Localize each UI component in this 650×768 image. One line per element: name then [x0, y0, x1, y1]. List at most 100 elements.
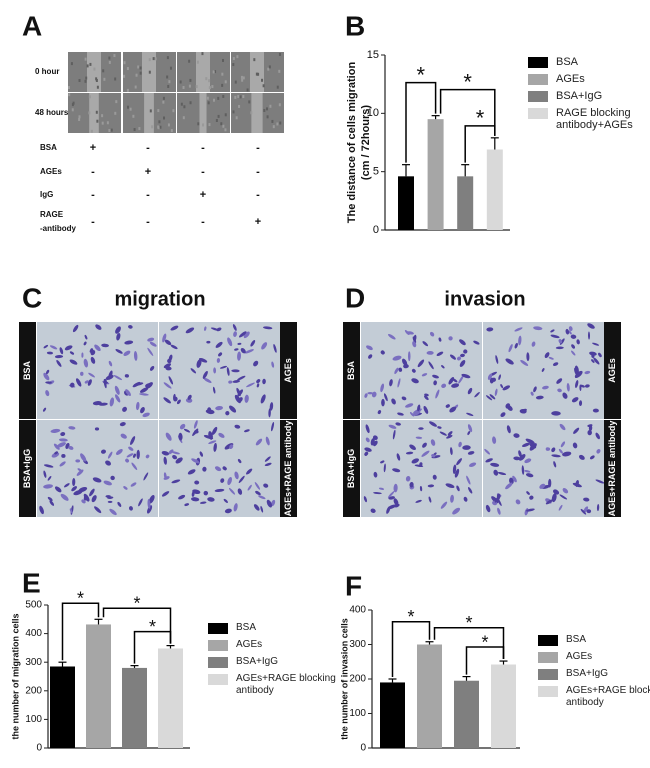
cell: [164, 339, 172, 346]
texture: [189, 101, 192, 105]
cell: [258, 495, 266, 500]
cell: [105, 460, 111, 466]
cell: [526, 508, 535, 512]
texture: [182, 116, 185, 120]
cell: [487, 373, 493, 380]
texture: [197, 122, 200, 126]
texture: [71, 108, 74, 112]
cell: [413, 334, 417, 342]
cell: [69, 359, 78, 365]
texture: [238, 104, 241, 108]
cell: [125, 458, 130, 463]
texture: [154, 57, 157, 61]
cell: [148, 494, 155, 504]
cell: [445, 483, 455, 489]
cell: [183, 428, 191, 433]
cell: [43, 372, 50, 381]
cell: [238, 475, 245, 484]
cell: [440, 501, 448, 509]
scratch-image: [123, 52, 176, 92]
texture: [266, 115, 269, 119]
cell: [548, 478, 552, 488]
cell: [216, 357, 221, 363]
texture: [241, 78, 244, 82]
texture: [221, 72, 224, 76]
texture: [269, 104, 272, 108]
texture: [188, 59, 191, 63]
cell: [107, 451, 113, 459]
texture: [221, 83, 224, 87]
bar: [486, 149, 503, 230]
cell: [101, 343, 109, 348]
cell: [192, 489, 201, 495]
cell: [68, 445, 74, 450]
cell: [163, 472, 167, 480]
cell: [173, 393, 176, 401]
cell: [439, 431, 447, 436]
side-label: BSA: [346, 361, 356, 381]
microscopy-image: [159, 420, 280, 517]
microscopy-image: [159, 322, 280, 419]
scratch-image: [123, 93, 176, 133]
texture: [206, 96, 209, 100]
cell: [43, 344, 49, 349]
texture: [248, 100, 251, 104]
texture: [126, 105, 129, 109]
cell: [89, 488, 95, 497]
cell: [56, 360, 62, 367]
cell: [105, 374, 114, 380]
cell: [403, 364, 409, 369]
legend-item: BSA+IgG: [528, 90, 650, 102]
cell: [170, 344, 178, 350]
cell: [392, 355, 402, 361]
texture: [114, 77, 117, 81]
cell: [365, 437, 370, 443]
legend-item: BSA: [538, 634, 650, 646]
cell: [580, 384, 585, 388]
cell: [114, 394, 121, 403]
texture: [201, 52, 204, 56]
cell: [191, 458, 200, 464]
cell: [572, 442, 578, 449]
cell: [508, 344, 513, 353]
cell: [87, 379, 92, 386]
cell: [429, 331, 435, 337]
scratch-image: [231, 52, 284, 92]
cell: [578, 400, 583, 407]
cell: [595, 432, 600, 440]
microscopy-image: [483, 322, 604, 419]
label-strip: [280, 420, 297, 517]
cell: [80, 371, 84, 376]
cell: [421, 373, 428, 377]
cell: [202, 466, 207, 472]
cell: [72, 478, 76, 487]
cell: [168, 449, 174, 455]
texture: [188, 84, 191, 88]
significance-star: *: [77, 589, 84, 609]
cell: [238, 331, 247, 338]
cell: [170, 325, 179, 331]
cell: [565, 328, 570, 335]
cell: [161, 491, 170, 497]
cell: [364, 451, 369, 456]
texture: [278, 52, 281, 56]
cell: [367, 392, 374, 395]
cell: [514, 327, 523, 332]
cell: [147, 337, 155, 342]
cell: [473, 340, 480, 345]
cell: [552, 362, 559, 367]
texture: [163, 116, 166, 120]
cell: [232, 379, 241, 383]
texture: [167, 123, 170, 127]
cell: [548, 357, 554, 360]
cell: [571, 350, 576, 356]
cell: [461, 373, 471, 379]
scratch-gap: [87, 52, 101, 92]
error-bar: [462, 675, 471, 681]
texture: [255, 72, 258, 76]
texture: [167, 84, 170, 88]
texture: [267, 67, 270, 71]
y-tick-label: 300: [25, 657, 42, 668]
cell: [130, 482, 137, 487]
cell: [202, 370, 208, 379]
